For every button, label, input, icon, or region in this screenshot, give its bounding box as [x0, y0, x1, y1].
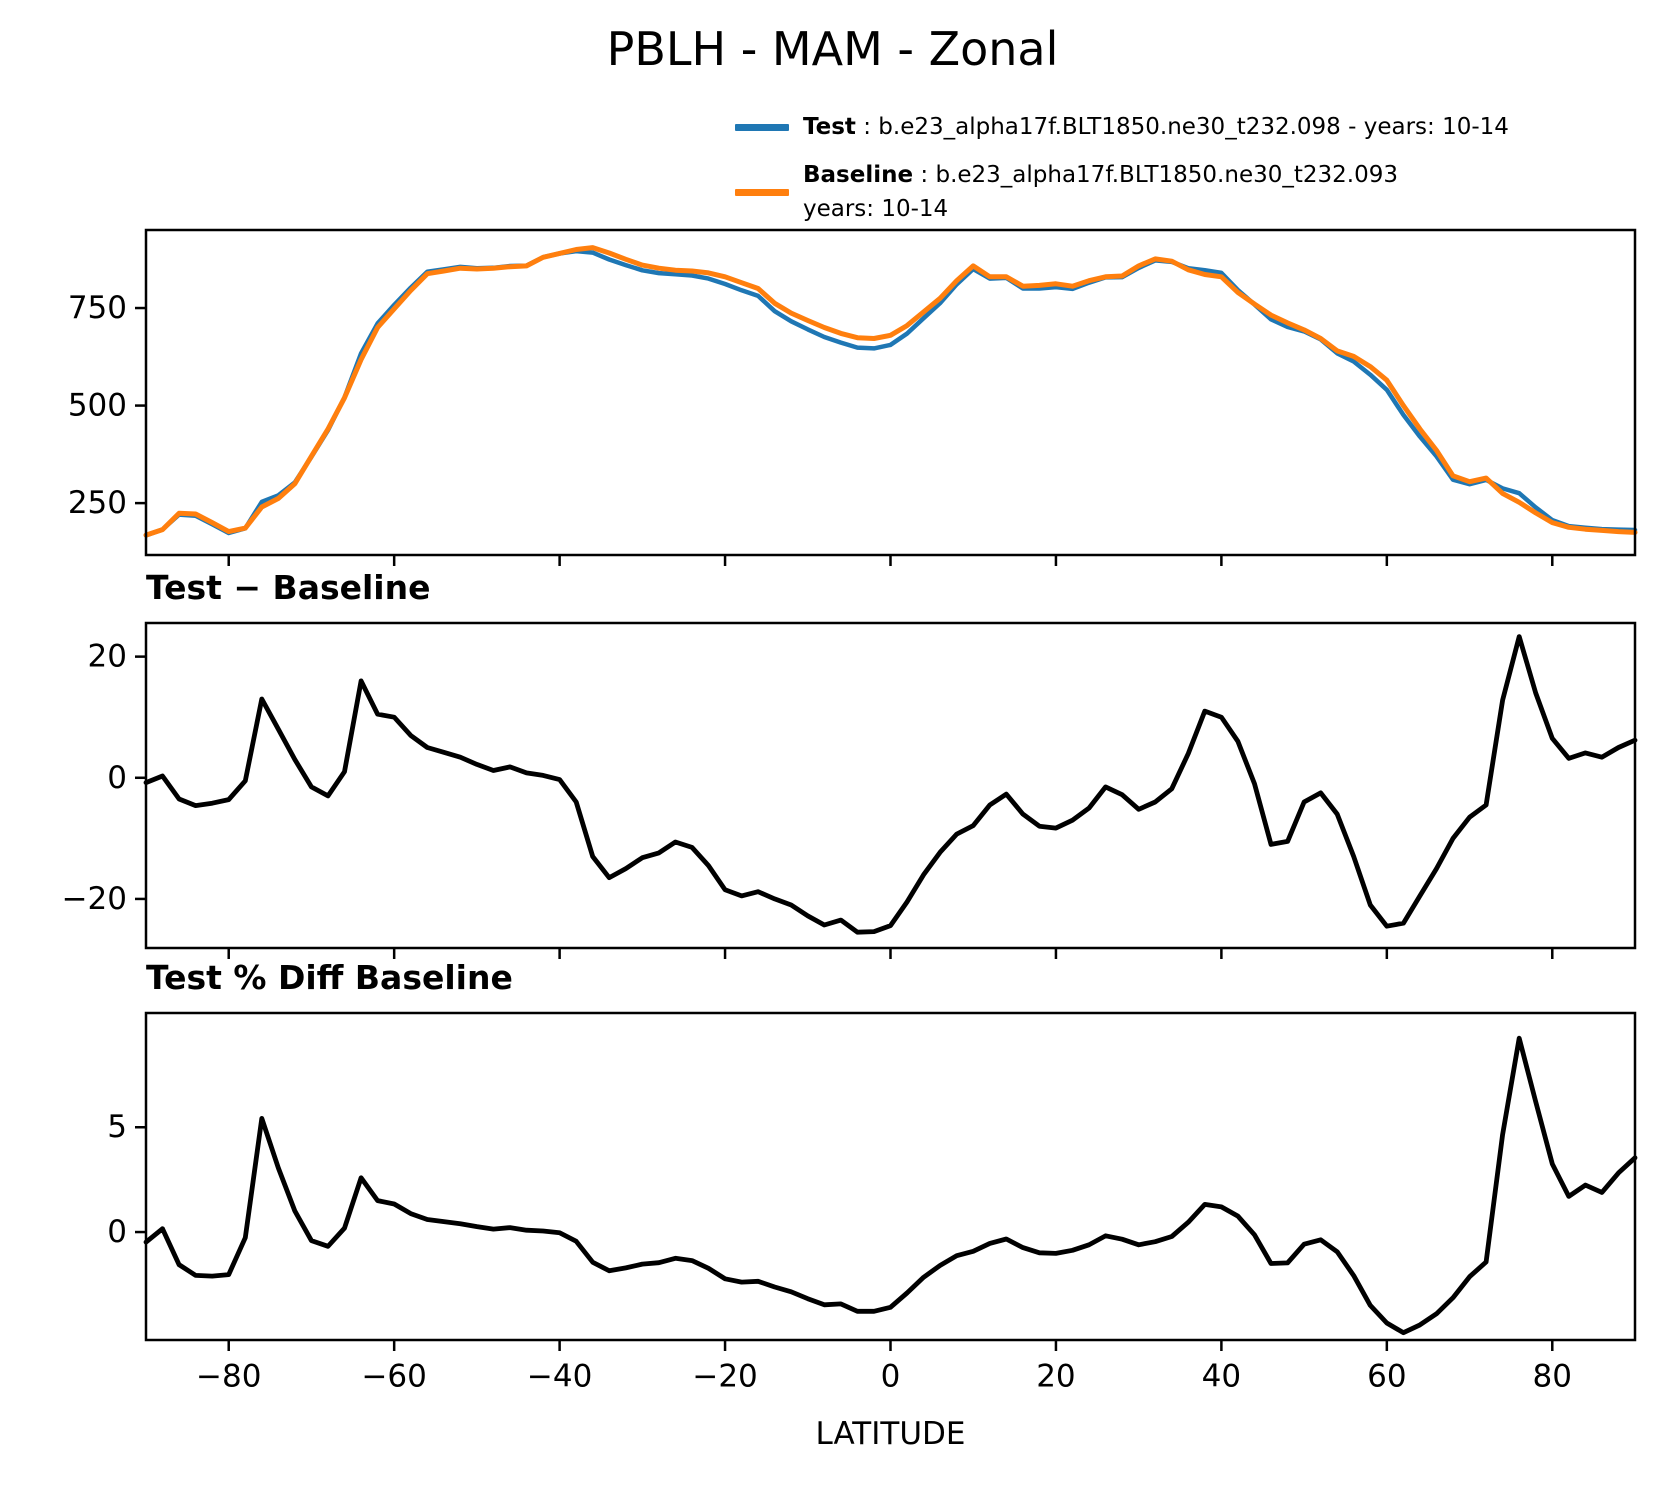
legend-entry-test: Test : b.e23_alpha17f.BLT1850.ne30_t232.…	[735, 110, 1509, 145]
legend-baseline-text: Baseline : b.e23_alpha17f.BLT1850.ne30_t…	[803, 158, 1398, 227]
y-tick-label: 0	[107, 1214, 127, 1250]
test-line-swatch-icon	[735, 123, 789, 131]
x-tick-label: 0	[881, 1358, 901, 1394]
pct-diff-panel-title: Test % Diff Baseline	[146, 958, 513, 997]
legend: Test : b.e23_alpha17f.BLT1850.ne30_t232.…	[735, 110, 1509, 227]
x-tick-label: −60	[361, 1358, 426, 1394]
diff-line	[143, 634, 1638, 935]
x-tick-label: 20	[1036, 1358, 1075, 1394]
x-tick-label: −40	[527, 1358, 592, 1394]
test-line	[143, 248, 1638, 538]
x-axis-label: LATITUDE	[815, 1416, 966, 1452]
panel-3-spines	[144, 1011, 1637, 1342]
x-tick-label: 60	[1367, 1358, 1406, 1394]
panel-3: −80 −60 −40 −20 0 20 40 60 80 0 5	[107, 1011, 1638, 1394]
legend-baseline-desc: : b.e23_alpha17f.BLT1850.ne30_t232.093	[913, 161, 1398, 188]
x-tick-label: −80	[196, 1358, 261, 1394]
y-tick-label: 0	[107, 760, 127, 796]
legend-test-text: Test : b.e23_alpha17f.BLT1850.ne30_t232.…	[803, 110, 1509, 145]
legend-entry-baseline: Baseline : b.e23_alpha17f.BLT1850.ne30_t…	[735, 158, 1509, 227]
baseline-line	[143, 245, 1638, 538]
panel-2-spines	[144, 621, 1637, 950]
legend-baseline-label: Baseline	[803, 161, 914, 188]
x-tick-label: 80	[1533, 1358, 1572, 1394]
y-tick-label: 750	[68, 290, 127, 326]
y-tick-label: −20	[62, 881, 127, 917]
pct-diff-line	[143, 1035, 1638, 1336]
panel-1-spines	[144, 228, 1637, 557]
y-tick-label: 20	[88, 639, 127, 675]
legend-baseline-years: years: 10-14	[803, 196, 949, 222]
panel-1: 250 500 750	[68, 228, 1638, 566]
x-tick-label: −20	[692, 1358, 757, 1394]
page-title: PBLH - MAM - Zonal	[606, 22, 1059, 76]
y-tick-label: 250	[68, 485, 127, 521]
y-tick-label: 5	[107, 1109, 127, 1145]
diff-panel-title: Test − Baseline	[146, 568, 431, 607]
legend-test-desc: : b.e23_alpha17f.BLT1850.ne30_t232.098 -…	[855, 114, 1509, 140]
baseline-line-swatch-icon	[735, 188, 789, 196]
y-tick-label: 500	[68, 388, 127, 424]
legend-test-label: Test	[803, 114, 856, 140]
panel-2: −20 0 20	[62, 621, 1638, 959]
x-tick-label: 40	[1202, 1358, 1241, 1394]
